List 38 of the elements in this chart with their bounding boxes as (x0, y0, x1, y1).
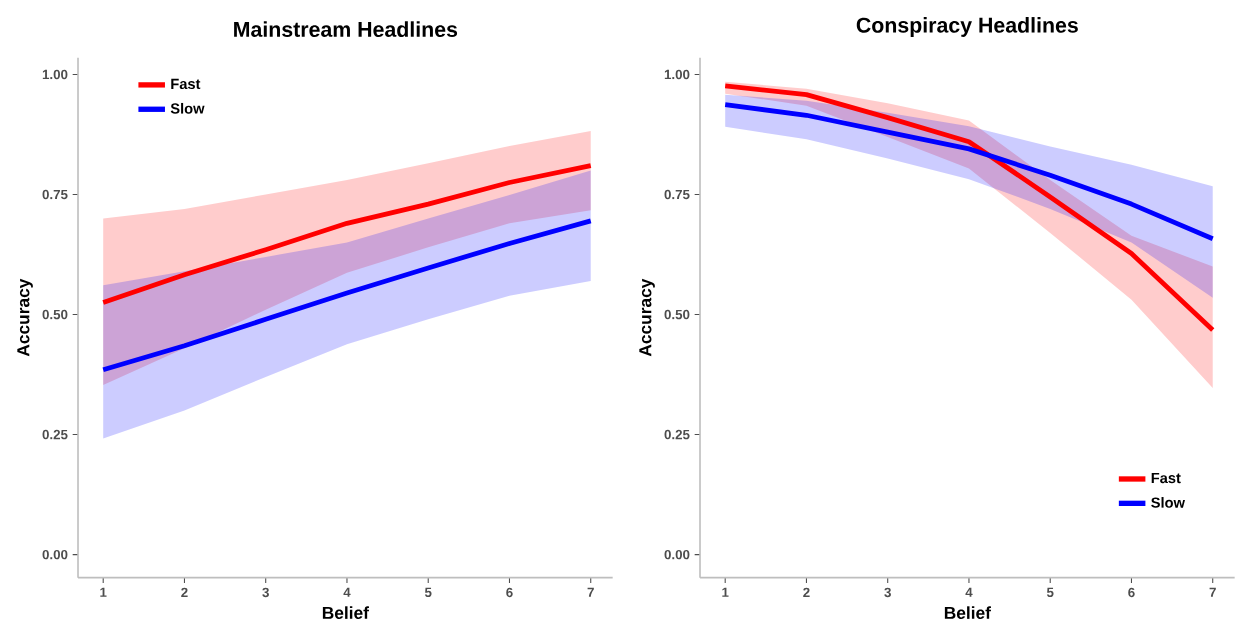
x-tick-label: 1 (722, 587, 729, 597)
x-tick-label: 1 (100, 587, 107, 597)
line-series (722, 102, 1216, 242)
legend-label: Slow (1151, 497, 1185, 508)
x-tick-label: 2 (803, 587, 810, 597)
x-tick-label: 4 (343, 587, 351, 597)
y-tick-label: 1.00 (42, 69, 68, 80)
x-tick-label: 5 (424, 587, 432, 597)
x-tick-label: 3 (884, 587, 891, 598)
line-series (100, 218, 594, 373)
x-tick-label: 5 (1046, 587, 1054, 597)
legend-label: Slow (170, 102, 205, 114)
y-tick-label: 0.25 (42, 429, 68, 440)
x-tick-label: 7 (1209, 587, 1216, 597)
y-tick-label: 0.50 (42, 309, 68, 320)
chart-title: Mainstream Headlines (234, 21, 458, 37)
y-tick-label: 0.00 (42, 549, 68, 560)
x-tick-label: 7 (587, 587, 594, 597)
y-axis-title: Accuracy (639, 278, 655, 357)
x-tick-label: 2 (181, 587, 188, 597)
y-tick-label: 0.50 (664, 309, 690, 320)
line-series (722, 83, 1216, 333)
y-tick-label: 0.00 (664, 549, 690, 560)
x-tick-label: 4 (965, 587, 973, 597)
line-series (100, 163, 594, 305)
x-tick-label: 6 (1128, 587, 1135, 598)
y-axis-title: Accuracy (17, 278, 33, 357)
y-tick-label: 0.75 (664, 189, 690, 200)
legend-label: Fast (1151, 472, 1181, 484)
x-axis-title: Belief (322, 606, 369, 620)
chart-title: Conspiracy Headlines (856, 17, 1078, 37)
legend-label: Fast (171, 78, 201, 90)
x-tick-label: 3 (262, 587, 269, 598)
y-tick-label: 1.00 (664, 69, 690, 80)
x-tick-label: 6 (506, 587, 513, 598)
y-tick-label: 0.25 (664, 429, 690, 440)
y-tick-label: 0.75 (42, 189, 68, 200)
x-axis-title: Belief (944, 606, 991, 620)
